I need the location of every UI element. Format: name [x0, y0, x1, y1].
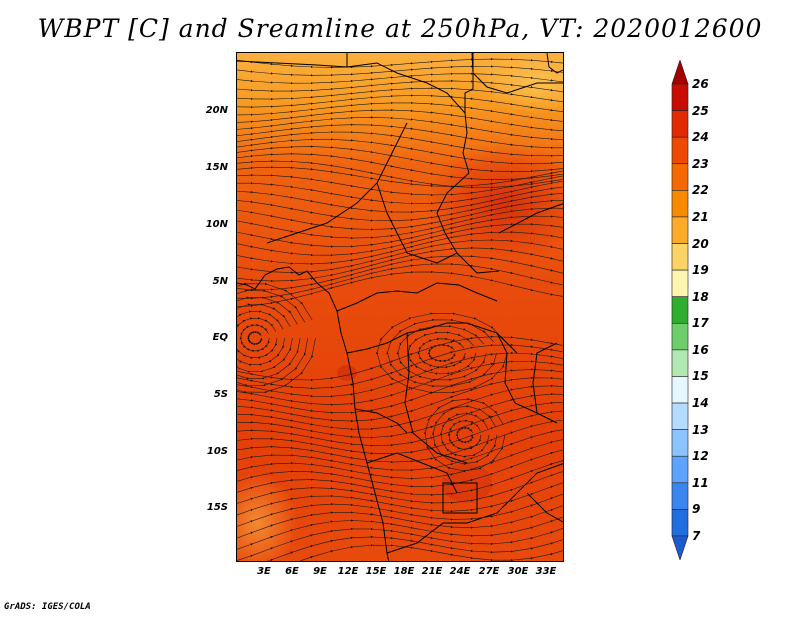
colorbar-label: 14	[692, 396, 709, 411]
colorbar-tip-top	[671, 60, 689, 85]
colorbar-label: 13	[692, 422, 709, 437]
colorbar-label: 18	[692, 289, 709, 304]
colorbar-label: 17	[692, 316, 709, 331]
streamlines	[237, 57, 563, 561]
colorbar-cell	[671, 83, 689, 111]
colorbar-cell	[671, 136, 689, 165]
colorbar-cell	[671, 376, 689, 404]
streamline	[250, 544, 563, 561]
colorbar-cell	[671, 322, 689, 351]
colorbar-cell	[671, 216, 689, 244]
lon-label-18e: 18E	[393, 566, 415, 577]
lat-label-5n: 5N	[212, 276, 228, 287]
colorbar-cell	[671, 190, 689, 218]
lon-label-27e: 27E	[478, 566, 500, 577]
colorbar-label: 24	[692, 130, 709, 145]
lon-label-15e: 15E	[365, 566, 387, 577]
lon-label-30e: 30E	[507, 566, 529, 577]
colorbar-cell	[671, 402, 689, 430]
colorbar	[671, 60, 689, 560]
lon-label-12e: 12E	[337, 566, 359, 577]
colorbar-label: 7	[692, 529, 701, 543]
lat-label-15n: 15N	[205, 162, 228, 173]
colorbar-label: 25	[692, 103, 709, 118]
colorbar-cell	[671, 429, 689, 457]
colorbar-label: 22	[692, 183, 709, 198]
lon-label-24e: 24E	[449, 566, 471, 577]
lon-label-9e: 9E	[313, 566, 327, 577]
lon-label-6e: 6E	[285, 566, 299, 577]
warm-spot-coast	[337, 365, 357, 381]
colorbar-label: 9	[692, 502, 701, 517]
colorbar-label: 26	[692, 77, 709, 91]
colorbar-label: 21	[692, 209, 709, 224]
map-canvas	[237, 53, 563, 561]
colorbar-cell	[671, 509, 689, 537]
lat-label-10s: 10S	[206, 446, 228, 457]
footer-credit: GrADS: IGES/COLA	[4, 602, 91, 612]
colorbar-cell	[671, 349, 689, 377]
colorbar-label: 16	[692, 342, 709, 357]
colorbar-cell	[671, 163, 689, 191]
colorbar-label: 12	[692, 449, 709, 464]
colorbar-tip-bottom	[671, 535, 689, 560]
lat-label-eq: EQ	[212, 332, 228, 343]
colorbar-cell	[671, 243, 689, 271]
colorbar-label: 23	[692, 156, 709, 171]
lon-label-3e: 3E	[257, 566, 271, 577]
lat-label-5s: 5S	[213, 389, 228, 400]
colorbar-label: 15	[692, 369, 709, 384]
lon-label-33e: 33E	[535, 566, 557, 577]
colorbar-label: 11	[692, 475, 709, 490]
colorbar-label: 19	[692, 263, 709, 278]
colorbar-cell	[671, 296, 689, 324]
lat-label-20n: 20N	[205, 105, 228, 116]
colorbar-cell	[671, 269, 689, 298]
lon-label-21e: 21E	[421, 566, 443, 577]
country-borders	[237, 53, 563, 561]
colorbar-cell	[671, 482, 689, 510]
lat-label-10n: 10N	[205, 219, 228, 230]
map-title: WBPT [C] and Sreamline at 250hPa, VT: 20…	[37, 14, 763, 43]
colorbar-cell	[671, 455, 689, 484]
lat-label-15s: 15S	[206, 502, 228, 513]
colorbar-label: 20	[692, 236, 709, 251]
wbpt-streamline-map	[236, 52, 564, 562]
colorbar-cell	[671, 110, 689, 138]
streamline	[423, 397, 506, 473]
